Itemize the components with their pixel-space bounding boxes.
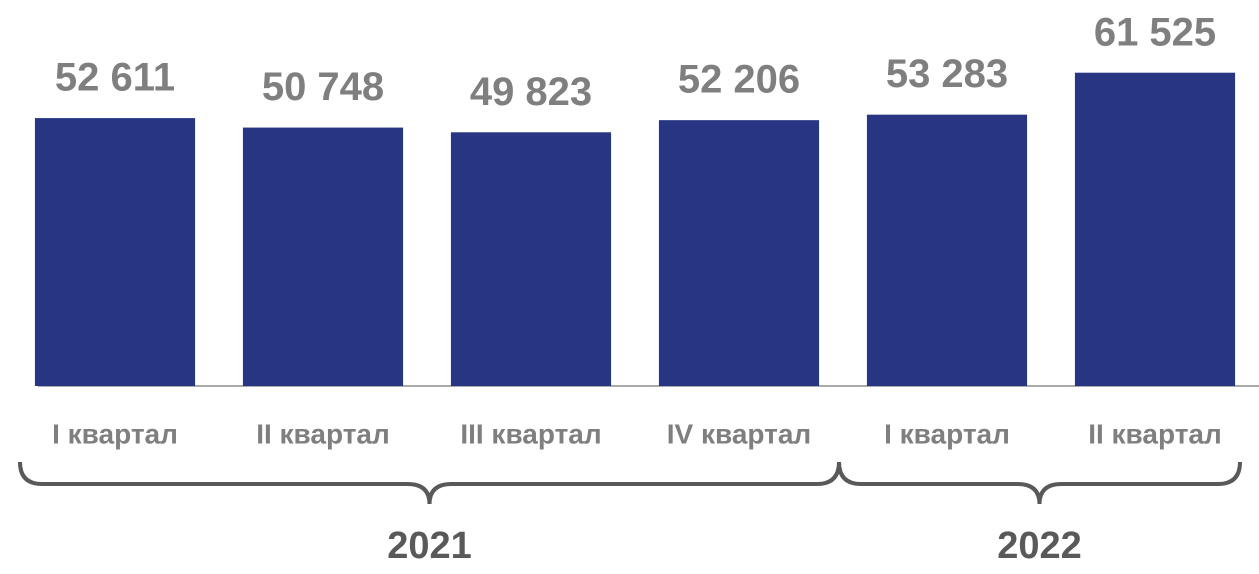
bar [658, 120, 820, 386]
x-tick-label: II квартал [256, 418, 390, 449]
x-tick-label: I квартал [884, 418, 1010, 449]
value-label: 52 206 [678, 58, 800, 102]
value-label: 52 611 [55, 56, 175, 100]
x-tick-label: II квартал [1088, 418, 1222, 449]
bar [242, 127, 404, 387]
x-tick-label: III квартал [460, 418, 601, 449]
group-brace [837, 461, 1242, 505]
group-label: 2022 [997, 525, 1082, 567]
value-label: 61 525 [1094, 10, 1216, 54]
x-tick-label: IV квартал [667, 418, 811, 449]
value-label: 53 283 [886, 52, 1008, 96]
group-label: 2021 [387, 525, 472, 567]
value-label: 50 748 [262, 65, 384, 109]
x-tick-label: I квартал [52, 418, 178, 449]
bar [450, 132, 612, 386]
group-brace [18, 461, 841, 505]
bar [866, 114, 1028, 387]
value-label: 49 823 [470, 70, 592, 114]
bar [34, 118, 196, 387]
bar [1074, 72, 1236, 386]
